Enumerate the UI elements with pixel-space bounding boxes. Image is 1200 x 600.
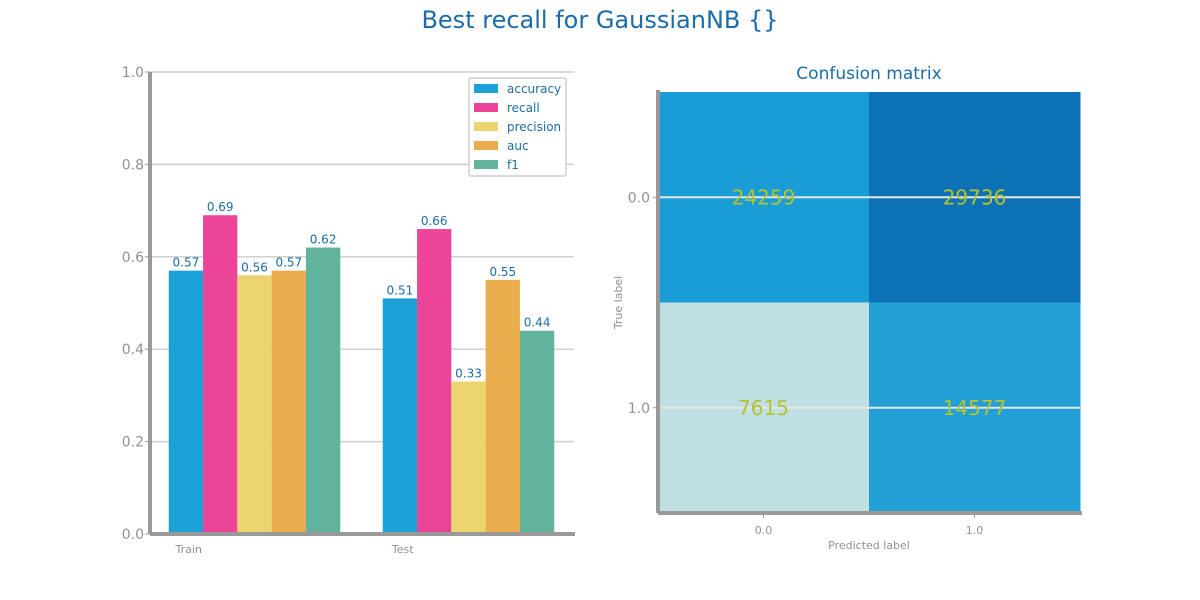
y-tick-label: 0.0: [122, 527, 144, 543]
bar-value-label: 0.57: [173, 256, 200, 270]
legend-swatch-auc: [474, 141, 498, 150]
bar-value-label: 0.62: [310, 233, 337, 247]
x-tick-label: Train: [175, 543, 202, 556]
legend-label-auc: auc: [507, 139, 529, 153]
y-tick-label: 0.8: [122, 157, 144, 173]
legend-label-precision: precision: [507, 120, 561, 134]
bar-f1: [305, 247, 341, 534]
cm-x-tick-label: 1.0: [966, 524, 984, 537]
cm-x-axis-label: Predicted label: [828, 539, 910, 552]
confusion-matrix-chart: Confusion matrix 24259 29736 7615 14577 0.0 1.…: [612, 64, 1082, 552]
legend-swatch-accuracy: [474, 84, 498, 93]
cm-title: Confusion matrix: [796, 64, 941, 84]
cm-cell-value: 7615: [738, 396, 789, 420]
cm-y-tick-label: 0.0: [628, 190, 650, 206]
legend-label-f1: f1: [507, 158, 519, 172]
y-tick-label: 1.0: [122, 65, 144, 81]
figure-title: Best recall for GaussianNB {}: [421, 6, 779, 34]
bar-recall: [417, 229, 452, 534]
cm-cell-value: 29736: [943, 185, 1007, 209]
legend-swatch-recall: [474, 103, 498, 112]
legend-swatch-precision: [474, 122, 498, 131]
bar-accuracy: [382, 298, 418, 534]
y-tick-label: 0.6: [122, 250, 144, 266]
bar-recall: [203, 215, 238, 534]
bar-accuracy: [168, 270, 204, 534]
cm-y-tick-label: 1.0: [628, 401, 650, 417]
cm-cell-value: 24259: [732, 185, 796, 209]
bar-value-label: 0.33: [455, 367, 482, 381]
x-tick-label: Test: [391, 543, 414, 556]
bar-value-label: 0.56: [241, 260, 268, 274]
bar-precision: [451, 381, 486, 534]
bar-precision: [237, 275, 272, 534]
metrics-bar-chart: 0.0 0.2 0.4 0.6 0.8 1.0 0.57 0.69 0.56 0.57 0.62 Tr…: [122, 65, 575, 556]
y-tick-label: 0.4: [122, 342, 144, 358]
legend-box: [468, 77, 567, 177]
bar-auc: [485, 279, 520, 534]
bar-value-label: 0.44: [524, 316, 551, 330]
cm-y-axis-label: True label: [612, 276, 625, 330]
legend: accuracy recall precision auc f1: [468, 77, 567, 177]
legend-swatch-f1: [474, 160, 498, 169]
bar-value-label: 0.69: [207, 200, 234, 214]
legend-label-accuracy: accuracy: [507, 82, 561, 96]
bar-value-label: 0.55: [489, 265, 516, 279]
legend-label-recall: recall: [507, 101, 540, 115]
cm-cell-value: 14577: [943, 396, 1007, 420]
bar-f1: [519, 330, 555, 534]
cm-x-tick-label: 0.0: [755, 524, 773, 537]
bar-value-label: 0.66: [421, 214, 448, 228]
bar-auc: [271, 270, 306, 534]
bar-value-label: 0.57: [275, 256, 302, 270]
bar-value-label: 0.51: [387, 283, 414, 297]
y-tick-label: 0.2: [122, 435, 144, 451]
